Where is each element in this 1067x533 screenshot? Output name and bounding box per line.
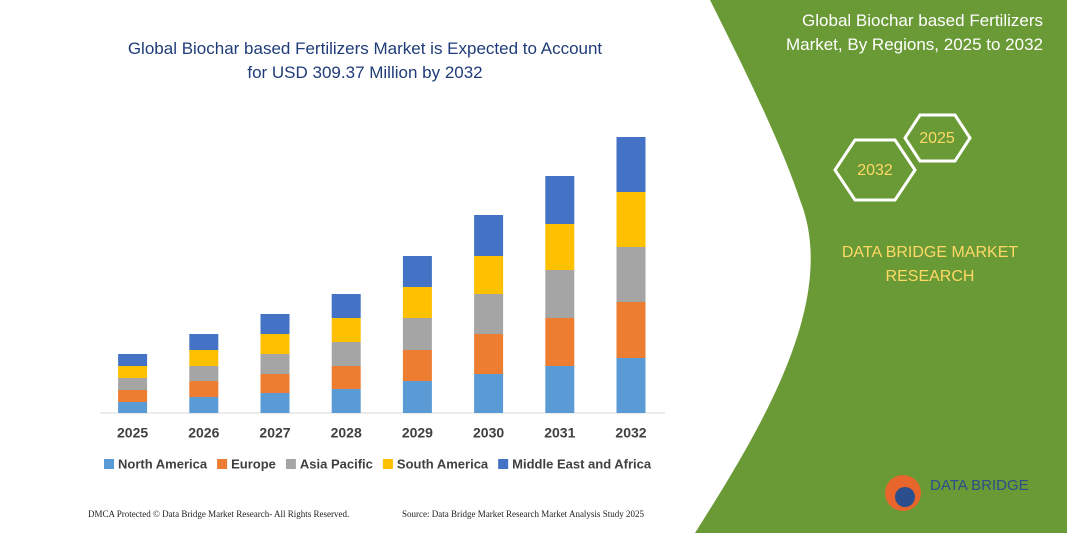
bar-segment <box>545 224 575 270</box>
x-tick-label: 2029 <box>402 425 433 441</box>
bar-segment <box>189 397 219 413</box>
hexagon <box>833 138 917 202</box>
footer-right: Source: Data Bridge Market Research Mark… <box>402 509 644 519</box>
panel-title: Global Biochar based Fertilizers Market, … <box>786 11 1043 54</box>
x-tick-label: 2028 <box>331 425 362 441</box>
bar-segment <box>118 402 148 413</box>
logo-text: DATA BRIDGE <box>930 477 1029 494</box>
bar-segment <box>260 354 290 374</box>
x-tick-label: 2026 <box>188 425 219 441</box>
bar-segment <box>331 318 361 342</box>
bar-segment <box>331 294 361 318</box>
bar-segment <box>402 287 432 318</box>
bar-segment <box>616 358 646 413</box>
legend-swatch <box>285 459 296 469</box>
x-tick-label: 2027 <box>259 425 290 441</box>
bar-segment <box>545 366 575 413</box>
hex-label: 2032 <box>857 162 893 179</box>
bar-segment <box>189 334 219 350</box>
bar-segment <box>474 334 504 374</box>
bar-segment <box>189 350 219 366</box>
footer-left: DMCA Protected © Data Bridge Market Rese… <box>88 509 349 519</box>
bar-segment <box>616 247 646 302</box>
bar-segment <box>474 294 504 334</box>
legend-label: North America <box>118 456 208 471</box>
bar-segment <box>402 256 432 287</box>
brand-text: DATA BRIDGE MARKET RESEARCH <box>842 244 1019 285</box>
bar-segment <box>402 381 432 413</box>
x-tick-label: 2031 <box>544 425 575 441</box>
bar-segment <box>189 381 219 397</box>
side-panel <box>695 0 1067 533</box>
legend-label: Asia Pacific <box>300 456 373 471</box>
bar-segment <box>545 176 575 224</box>
legend-label: Europe <box>231 456 276 471</box>
x-tick-label: 2025 <box>117 425 148 441</box>
bar-segment <box>260 374 290 393</box>
bar-segment <box>545 318 575 366</box>
bar-segment <box>189 366 219 381</box>
legend-label: Middle East and Africa <box>512 456 652 471</box>
bar-segment <box>545 270 575 318</box>
bar-segment <box>616 192 646 247</box>
bar-segment <box>260 393 290 413</box>
logo-mark <box>895 487 915 507</box>
legend-swatch <box>382 459 393 469</box>
bar-segment <box>402 318 432 350</box>
x-tick-label: 2032 <box>615 425 646 441</box>
bar-segment <box>118 354 148 366</box>
bar-segment <box>331 389 361 413</box>
bar-segment <box>474 256 504 294</box>
bar-segment <box>260 314 290 334</box>
legend-swatch <box>217 459 228 469</box>
bar-segment <box>616 302 646 358</box>
bar-segment <box>474 215 504 256</box>
hexagon <box>903 113 972 163</box>
bar-segment <box>474 374 504 413</box>
bar-segment <box>118 378 148 390</box>
bar-segment <box>331 366 361 389</box>
bar-segment <box>118 366 148 378</box>
legend-swatch <box>104 459 114 469</box>
hex-label: 2025 <box>919 130 955 147</box>
bar-segment <box>260 334 290 354</box>
legend-label: South America <box>397 456 489 471</box>
chart-title: Global Biochar based Fertilizers Market … <box>128 39 603 82</box>
bar-segment <box>402 350 432 381</box>
legend-swatch <box>498 459 509 469</box>
bar-segment <box>331 342 361 366</box>
bar-segment <box>616 137 646 192</box>
bar-segment <box>118 390 148 402</box>
x-tick-label: 2030 <box>473 425 504 441</box>
